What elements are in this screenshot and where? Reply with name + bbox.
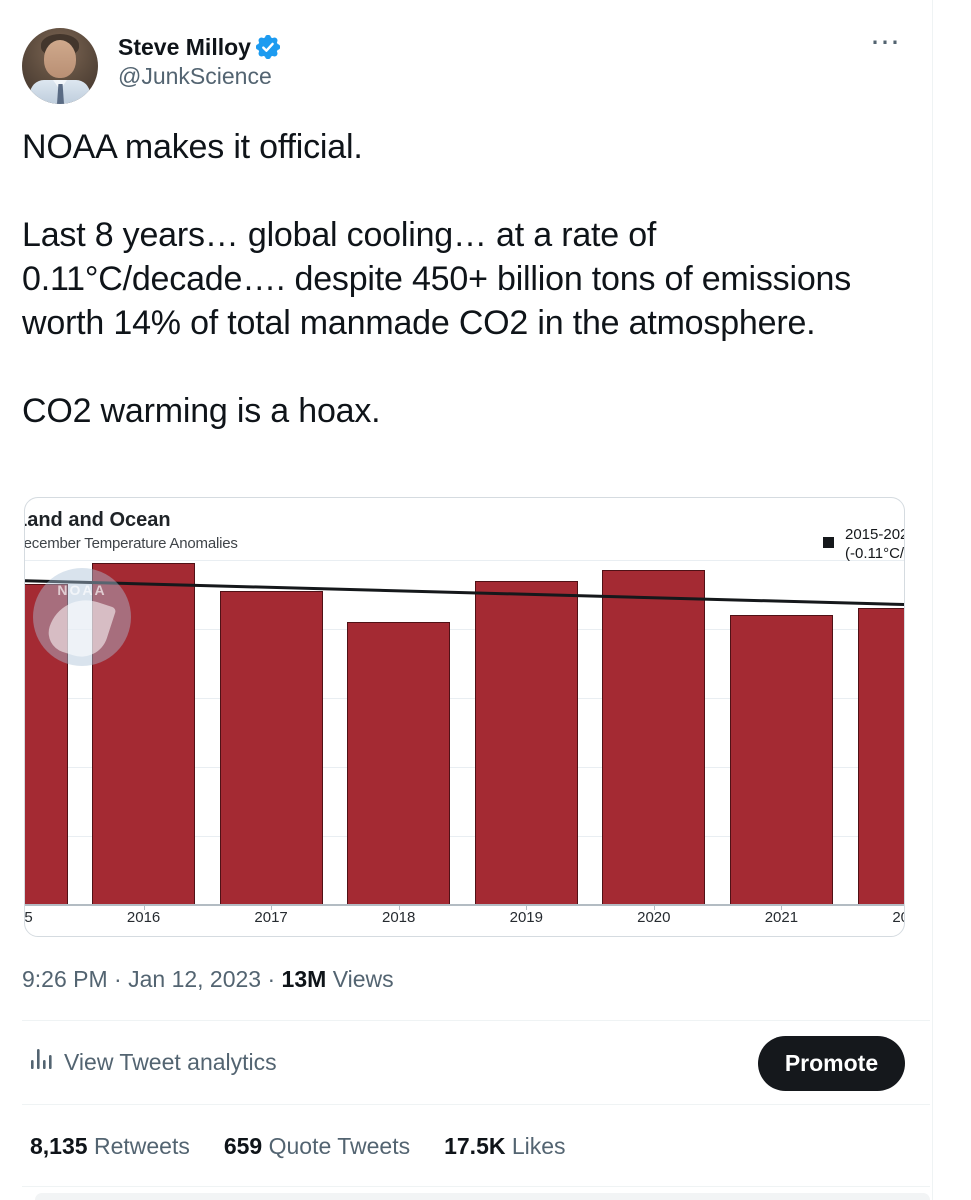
view-analytics-button[interactable]: View Tweet analytics: [30, 1046, 277, 1078]
bar-2022: [857, 608, 904, 905]
handle[interactable]: @JunkScience: [118, 63, 272, 89]
x-label-2019: 2019: [509, 909, 543, 926]
avatar-face: [44, 40, 76, 78]
views-label: Views: [332, 966, 394, 992]
retweets-stat[interactable]: 8,135 Retweets: [30, 1130, 190, 1162]
x-label-2020: 2020: [637, 909, 671, 926]
more-icon: ⋯: [870, 26, 902, 59]
likes-label: Likes: [511, 1133, 566, 1159]
legend-marker-icon: [823, 537, 834, 548]
bar-2019: [474, 580, 578, 905]
x-label-2022: 2022: [892, 909, 904, 926]
quotes-label: Quote Tweets: [268, 1133, 411, 1159]
chart-subtitle: December Temperature Anomalies: [24, 535, 238, 552]
noaa-watermark-text: NOAA: [57, 582, 107, 598]
x-axis-line: [25, 904, 904, 906]
tweet-text: NOAA makes it official. Last 8 years… gl…: [22, 128, 852, 430]
more-button[interactable]: ⋯: [862, 28, 910, 64]
column-divider: [932, 0, 933, 1200]
x-label-2015: 2015: [24, 909, 33, 926]
bar-2017: [219, 591, 323, 905]
x-tick: [781, 905, 783, 910]
likes-stat[interactable]: 17.5K Likes: [444, 1130, 565, 1162]
views-count: 13M: [281, 966, 327, 992]
gridline: [25, 629, 904, 630]
verified-badge-icon: [255, 34, 281, 65]
analytics-bars-icon: [30, 1046, 54, 1078]
legend-label: 2015-2022 (-0.11°C/Decade): [845, 526, 905, 562]
divider: [22, 1020, 930, 1021]
gridline: [25, 836, 904, 837]
display-name[interactable]: Steve Milloy: [118, 33, 281, 61]
x-label-2017: 2017: [254, 909, 288, 926]
x-tick: [653, 905, 655, 910]
bar-2021: [729, 615, 833, 905]
gridline: [25, 698, 904, 699]
gridline: [25, 560, 904, 561]
divider: [22, 1186, 930, 1187]
x-tick: [526, 905, 528, 910]
likes-count: 17.5K: [444, 1133, 506, 1159]
retweets-label: Retweets: [93, 1133, 190, 1159]
gridline: [25, 767, 904, 768]
avatar[interactable]: [22, 28, 98, 104]
divider: [22, 1104, 930, 1105]
x-tick: [143, 905, 145, 910]
noaa-logo-watermark: NOAA: [33, 568, 131, 666]
timestamp-text: 9:26 PM · Jan 12, 2023 ·: [22, 966, 276, 992]
x-label-2018: 2018: [382, 909, 416, 926]
x-label-2021: 2021: [764, 909, 799, 926]
chart-title: Land and Ocean: [24, 509, 171, 531]
bar-2020: [602, 570, 706, 905]
media-card[interactable]: 2015 2016 2017 2018 2019 2020 2021 2022 NOAA La…: [24, 497, 905, 937]
quotes-count: 659: [223, 1133, 263, 1159]
promote-button[interactable]: Promote: [758, 1036, 905, 1091]
timestamp-row: 9:26 PM · Jan 12, 2023 · 13M Views: [22, 964, 394, 994]
bottom-row-band: [35, 1193, 930, 1200]
avatar-tie: [57, 84, 64, 104]
quote-tweets-stat[interactable]: 659 Quote Tweets: [224, 1130, 410, 1162]
analytics-label: View Tweet analytics: [64, 1048, 277, 1075]
x-tick: [271, 905, 273, 910]
retweets-count: 8,135: [30, 1133, 88, 1159]
noaa-swoosh-icon: [43, 590, 117, 664]
stats-row: 8,135 Retweets 659 Quote Tweets 17.5K Li…: [30, 1130, 566, 1162]
x-label-2016: 2016: [126, 909, 161, 926]
bar-2018: [347, 622, 451, 905]
display-name-text: Steve Milloy: [118, 34, 251, 60]
x-tick: [398, 905, 400, 910]
